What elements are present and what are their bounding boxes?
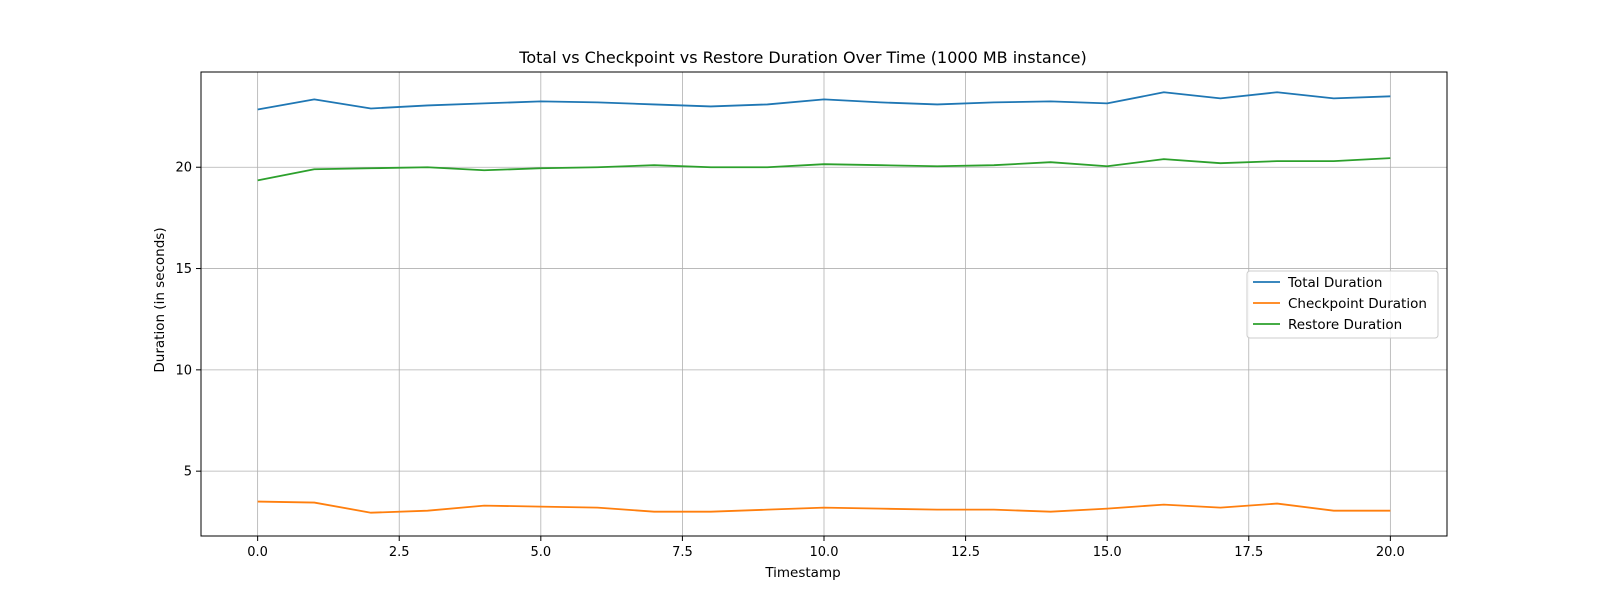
legend: Total Duration Checkpoint Duration Restore… — [1246, 270, 1439, 339]
x-axis-label: Timestamp — [764, 565, 840, 581]
x-tick-label: 15.0 — [1093, 545, 1122, 560]
series-line-total-duration — [257, 91, 1391, 111]
chart-title: Total vs Checkpoint vs Restore Duration … — [518, 48, 1086, 67]
series-line-restore-duration — [257, 157, 1391, 182]
legend-label: Total Duration — [1287, 275, 1382, 291]
y-tick-label: 20 — [175, 161, 192, 176]
x-tick-label: 0.0 — [247, 545, 268, 560]
y-tick-label: 15 — [175, 262, 192, 277]
y-tick-label: 5 — [184, 465, 192, 480]
grid — [201, 72, 1447, 536]
x-tick-label: 17.5 — [1234, 545, 1263, 560]
x-tick-label: 5.0 — [530, 545, 551, 560]
x-tick-label: 2.5 — [389, 545, 410, 560]
x-tick-label: 10.0 — [810, 545, 839, 560]
series-line-checkpoint-duration — [257, 500, 1391, 514]
series-layer — [257, 91, 1391, 514]
x-tick-label: 12.5 — [951, 545, 980, 560]
x-tick-label: 20.0 — [1376, 545, 1405, 560]
y-axis-label: Duration (in seconds) — [152, 227, 168, 372]
legend-box — [1246, 270, 1439, 339]
legend-label: Restore Duration — [1288, 317, 1402, 333]
y-tick-label: 10 — [175, 363, 192, 378]
legend-label: Checkpoint Duration — [1288, 296, 1427, 312]
x-tick-label: 7.5 — [672, 545, 693, 560]
ticks: 0.0 2.5 5.0 7.5 10.0 12.5 15.0 17.5 20.0 5 10 15 20 — [175, 161, 1404, 560]
